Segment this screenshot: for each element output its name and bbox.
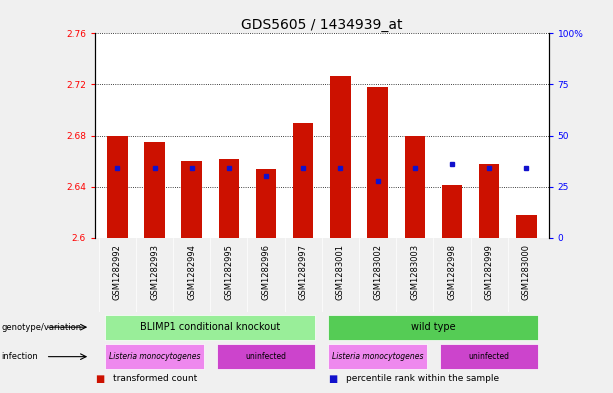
Bar xyxy=(219,158,239,238)
Bar xyxy=(405,136,425,238)
Text: infection: infection xyxy=(1,352,38,361)
Bar xyxy=(329,344,427,369)
Text: transformed count: transformed count xyxy=(113,374,197,383)
Text: GSM1282999: GSM1282999 xyxy=(485,244,493,299)
Bar xyxy=(367,87,388,238)
Text: Listeria monocytogenes: Listeria monocytogenes xyxy=(109,352,200,361)
Bar xyxy=(516,215,536,238)
Text: GSM1283000: GSM1283000 xyxy=(522,244,531,300)
Text: wild type: wild type xyxy=(411,322,455,332)
Text: GSM1282994: GSM1282994 xyxy=(187,244,196,299)
Text: BLIMP1 conditional knockout: BLIMP1 conditional knockout xyxy=(140,322,280,332)
Text: percentile rank within the sample: percentile rank within the sample xyxy=(346,374,500,383)
Text: GSM1282992: GSM1282992 xyxy=(113,244,122,299)
Title: GDS5605 / 1434939_at: GDS5605 / 1434939_at xyxy=(241,18,403,32)
Bar xyxy=(329,315,538,340)
Bar xyxy=(479,163,500,238)
Text: GSM1282996: GSM1282996 xyxy=(262,244,270,300)
Text: genotype/variation: genotype/variation xyxy=(1,323,82,332)
Bar xyxy=(330,75,351,238)
Bar xyxy=(293,123,313,238)
Text: GSM1282998: GSM1282998 xyxy=(447,244,457,300)
Text: GSM1283003: GSM1283003 xyxy=(410,244,419,300)
Bar xyxy=(440,344,538,369)
Text: Listeria monocytogenes: Listeria monocytogenes xyxy=(332,352,424,361)
Text: uninfected: uninfected xyxy=(469,352,509,361)
Text: ■: ■ xyxy=(328,374,337,384)
Text: ■: ■ xyxy=(95,374,104,384)
Bar xyxy=(107,136,128,238)
Text: GSM1283002: GSM1283002 xyxy=(373,244,382,300)
Text: GSM1282995: GSM1282995 xyxy=(224,244,234,299)
Bar xyxy=(105,344,204,369)
Text: uninfected: uninfected xyxy=(246,352,286,361)
Bar xyxy=(442,185,462,238)
Bar xyxy=(105,315,315,340)
Bar xyxy=(256,169,276,238)
Text: GSM1283001: GSM1283001 xyxy=(336,244,345,300)
Text: GSM1282993: GSM1282993 xyxy=(150,244,159,300)
Bar xyxy=(144,142,165,238)
Text: GSM1282997: GSM1282997 xyxy=(299,244,308,300)
Bar xyxy=(217,344,315,369)
Bar xyxy=(181,161,202,238)
